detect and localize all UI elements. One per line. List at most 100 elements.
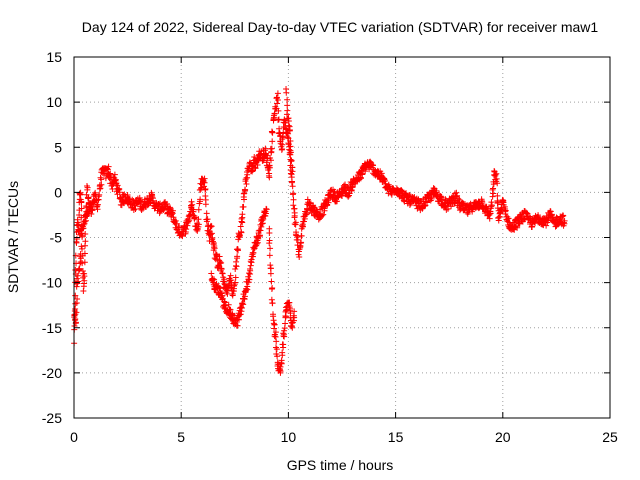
data-point: [288, 157, 295, 164]
data-point: [236, 232, 243, 239]
data-point: [285, 122, 292, 129]
data-point: [188, 198, 195, 205]
data-point: [275, 107, 282, 114]
data-point: [540, 222, 547, 229]
x-tick-label: 10: [281, 429, 297, 445]
data-point: [398, 187, 405, 194]
data-point: [78, 214, 85, 221]
data-point: [291, 212, 298, 219]
data-point: [132, 206, 139, 213]
grid-lines: [74, 57, 610, 418]
data-point: [72, 292, 79, 299]
data-point: [287, 143, 294, 150]
data-point: [238, 229, 245, 236]
data-point: [184, 219, 191, 226]
data-point: [78, 205, 85, 212]
data-point: [231, 281, 238, 288]
data-point: [195, 221, 202, 228]
y-tick-label: 10: [46, 94, 62, 110]
data-point: [229, 311, 236, 318]
data-point: [274, 353, 281, 360]
data-point: [212, 251, 219, 258]
data-point: [529, 224, 536, 231]
data-point: [488, 202, 495, 209]
data-point: [233, 258, 240, 265]
data-point: [320, 211, 327, 218]
data-point: [246, 159, 253, 166]
data-point: [251, 153, 258, 160]
data-point: [357, 175, 364, 182]
data-point: [73, 235, 80, 242]
data-point: [487, 210, 494, 217]
data-point: [202, 201, 209, 208]
data-point: [267, 245, 274, 252]
data-point: [98, 181, 105, 188]
data-point: [73, 275, 80, 282]
data-point: [260, 157, 267, 164]
data-point: [221, 298, 228, 305]
data-point: [290, 190, 297, 197]
data-point: [250, 245, 257, 252]
data-point: [239, 300, 246, 307]
data-point: [82, 238, 89, 245]
axis-ticks: 0 5 10 15 20 25 15 10 5 0 -5 -10 -15 -20 -25: [42, 49, 618, 445]
data-point: [428, 195, 435, 202]
data-point: [539, 221, 546, 228]
data-point: [424, 199, 431, 206]
data-point: [289, 324, 296, 331]
data-point: [262, 151, 269, 158]
data-point: [281, 116, 288, 123]
data-point: [208, 223, 215, 230]
data-point: [284, 107, 291, 114]
data-point: [240, 203, 247, 210]
data-point: [266, 237, 273, 244]
x-axis-label: GPS time / hours: [287, 457, 394, 473]
data-point: [232, 266, 239, 273]
data-point: [543, 222, 550, 229]
data-point: [90, 199, 97, 206]
data-point: [138, 207, 145, 214]
data-point: [191, 214, 198, 221]
data-point: [211, 276, 218, 283]
data-point: [275, 116, 282, 123]
data-point: [282, 313, 289, 320]
data-point: [245, 279, 252, 286]
data-point: [560, 212, 567, 219]
data-point: [267, 157, 274, 164]
data-point: [94, 202, 101, 209]
data-point: [221, 299, 228, 306]
data-point: [301, 215, 308, 222]
data-point: [345, 193, 352, 200]
data-point: [211, 245, 218, 252]
data-point: [195, 206, 202, 213]
data-point: [185, 218, 192, 225]
data-point: [449, 194, 456, 201]
data-point: [247, 267, 254, 274]
data-point: [81, 250, 88, 257]
data-point: [290, 196, 297, 203]
data-point: [296, 254, 303, 261]
data-point: [287, 137, 294, 144]
data-point: [71, 312, 78, 319]
data-point: [96, 191, 103, 198]
data-point: [282, 119, 289, 126]
data-point: [268, 278, 275, 285]
data-point: [242, 176, 249, 183]
data-point: [209, 238, 216, 245]
data-point: [76, 266, 83, 273]
data-point: [269, 285, 276, 292]
data-point: [72, 306, 79, 313]
data-point: [281, 333, 288, 340]
data-point: [81, 218, 88, 225]
data-point: [232, 274, 239, 281]
data-point: [262, 210, 269, 217]
data-point: [526, 213, 533, 220]
data-point: [283, 89, 290, 96]
data-point: [222, 302, 229, 309]
data-point: [202, 186, 209, 193]
data-point: [295, 248, 302, 255]
data-point: [319, 212, 326, 219]
data-point: [306, 199, 313, 206]
data-point: [114, 182, 121, 189]
